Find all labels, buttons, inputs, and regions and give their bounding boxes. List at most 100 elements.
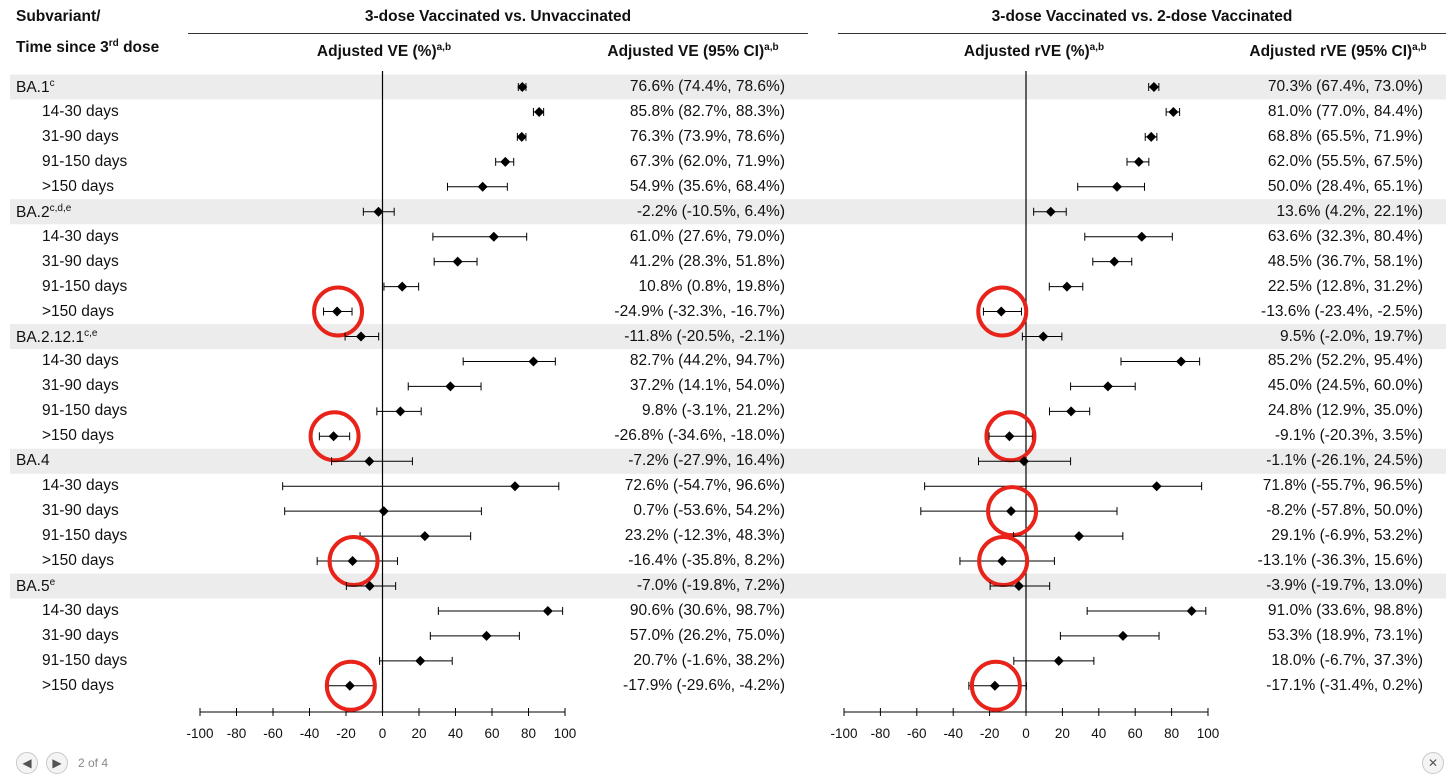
- point-estimate-diamond: [1006, 506, 1017, 517]
- ci-value-text: 67.3% (62.0%, 71.9%): [629, 152, 785, 170]
- point-estimate-diamond: [1112, 181, 1122, 192]
- highlight-circle: [969, 659, 1022, 712]
- panel2-ci-column-header: Adjusted rVE (95% CI)a,b: [1249, 42, 1427, 61]
- ci-value-text: 57.0% (26.2%, 75.0%): [629, 626, 785, 644]
- ci-value-text: 82.7% (44.2%, 94.7%): [629, 352, 785, 370]
- time-interval-label: 91-150 days: [42, 152, 128, 170]
- ci-value-text: 61.0% (27.6%, 79.0%): [629, 227, 785, 245]
- point-estimate-diamond: [989, 680, 1000, 691]
- arrow-left-icon: ◀: [22, 756, 32, 770]
- close-button[interactable]: ✕: [1422, 752, 1444, 774]
- ci-value-text: 53.3% (18.9%, 73.1%): [1267, 626, 1423, 644]
- time-interval-label: >150 days: [42, 676, 114, 694]
- point-estimate-diamond: [445, 381, 456, 392]
- ci-value-text: 63.6% (32.3%, 80.4%): [1267, 227, 1423, 245]
- group-band: [10, 448, 1446, 474]
- x-tick-label: 80: [1164, 726, 1179, 741]
- point-estimate-diamond: [1053, 655, 1064, 666]
- panel2-plot-column-header: Adjusted rVE (%)a,b: [963, 42, 1105, 61]
- point-estimate-diamond: [996, 306, 1007, 317]
- row-label-header-line1: Subvariant/: [16, 8, 101, 25]
- ci-value-text: 0.7% (-53.6%, 54.2%): [633, 502, 785, 520]
- x-tick-label: 0: [379, 726, 387, 741]
- x-tick-label: -60: [907, 726, 927, 741]
- ci-value-text: 24.8% (12.9%, 35.0%): [1267, 402, 1423, 420]
- group-band: [10, 324, 1446, 349]
- ci-value-text: -11.8% (-20.5%, -2.1%): [624, 327, 785, 345]
- panel2-title: 3-dose Vaccinated vs. 2-dose Vaccinated: [991, 8, 1293, 25]
- highlight-circle: [312, 285, 365, 338]
- ci-value-text: 62.0% (55.5%, 67.5%): [1267, 152, 1423, 170]
- next-page-button[interactable]: ▶: [46, 752, 68, 774]
- point-estimate-diamond: [1073, 531, 1084, 542]
- ci-value-text: 45.0% (24.5%, 60.0%): [1267, 377, 1423, 395]
- highlight-circle: [976, 285, 1029, 338]
- x-tick-label: 20: [411, 726, 426, 741]
- highlight-circle: [324, 659, 377, 712]
- ci-value-text: 13.6% (4.2%, 22.1%): [1276, 202, 1423, 220]
- ci-value-text: 70.3% (67.4%, 73.0%): [1267, 78, 1423, 95]
- point-estimate-diamond: [1176, 356, 1187, 367]
- x-tick-label: 100: [554, 726, 577, 741]
- point-estimate-diamond: [1118, 630, 1129, 641]
- ci-value-text: 81.0% (77.0%, 84.4%): [1267, 102, 1423, 120]
- ci-value-text: -26.8% (-34.6%, -18.0%): [614, 427, 785, 445]
- point-estimate-diamond: [516, 131, 527, 142]
- x-tick-label: 100: [1197, 726, 1220, 741]
- time-interval-label: 31-90 days: [42, 377, 119, 395]
- time-interval-label: 14-30 days: [42, 227, 119, 245]
- highlight-circle: [308, 410, 361, 463]
- group-band: [10, 573, 1446, 599]
- point-estimate-diamond: [452, 256, 463, 267]
- ci-value-text: 90.6% (30.6%, 98.7%): [629, 601, 785, 619]
- point-estimate-diamond: [1168, 106, 1179, 117]
- close-icon: ✕: [1427, 756, 1439, 770]
- point-estimate-diamond: [534, 106, 545, 117]
- arrow-right-icon: ▶: [52, 756, 62, 770]
- prev-page-button[interactable]: ◀: [16, 752, 38, 774]
- x-tick-label: -20: [336, 726, 356, 741]
- time-interval-label: >150 days: [42, 302, 114, 320]
- time-interval-label: 31-90 days: [42, 626, 119, 644]
- time-interval-label: 14-30 days: [42, 102, 119, 120]
- point-estimate-diamond: [500, 156, 511, 167]
- point-estimate-diamond: [328, 431, 339, 442]
- ci-value-text: 54.9% (35.6%, 68.4%): [629, 177, 785, 195]
- highlight-circle: [986, 485, 1039, 538]
- ci-value-text: 9.5% (-2.0%, 19.7%): [1279, 327, 1423, 345]
- time-interval-label: 91-150 days: [42, 277, 128, 295]
- time-interval-label: 91-150 days: [42, 402, 128, 420]
- subvariant-label: BA.4: [16, 452, 50, 470]
- ci-value-text: 68.8% (65.5%, 71.9%): [1267, 127, 1423, 145]
- point-estimate-diamond: [397, 281, 408, 292]
- point-estimate-diamond: [542, 605, 553, 616]
- ci-value-text: 76.6% (74.4%, 78.6%): [629, 78, 785, 95]
- time-interval-label: 14-30 days: [42, 352, 119, 370]
- time-interval-label: 31-90 days: [42, 502, 119, 520]
- point-estimate-diamond: [355, 331, 366, 342]
- x-tick-label: 40: [448, 726, 463, 741]
- point-estimate-diamond: [419, 531, 430, 542]
- ci-value-text: 72.6% (-54.7%, 96.6%): [624, 477, 785, 495]
- point-estimate-diamond: [481, 630, 492, 641]
- x-tick-label: -80: [871, 726, 891, 741]
- ci-value-text: 85.2% (52.2%, 95.4%): [1267, 352, 1423, 370]
- time-interval-label: 14-30 days: [42, 601, 119, 619]
- point-estimate-diamond: [1045, 206, 1056, 217]
- point-estimate-diamond: [347, 556, 358, 567]
- point-estimate-diamond: [364, 456, 375, 467]
- subvariant-label: BA.2.12.1c,e: [16, 327, 98, 346]
- subvariant-label: BA.1c: [16, 78, 55, 97]
- x-tick-label: -60: [263, 726, 283, 741]
- point-estimate-diamond: [364, 581, 375, 591]
- point-estimate-diamond: [1004, 431, 1015, 442]
- highlight-circle: [984, 410, 1037, 463]
- point-estimate-diamond: [488, 231, 499, 242]
- ci-value-text: 85.8% (82.7%, 88.3%): [629, 102, 785, 120]
- subvariant-label: BA.5e: [16, 577, 56, 596]
- point-estimate-diamond: [1146, 131, 1157, 142]
- point-estimate-diamond: [997, 556, 1008, 567]
- point-estimate-diamond: [1133, 156, 1144, 167]
- ci-value-text: 76.3% (73.9%, 78.6%): [629, 127, 785, 145]
